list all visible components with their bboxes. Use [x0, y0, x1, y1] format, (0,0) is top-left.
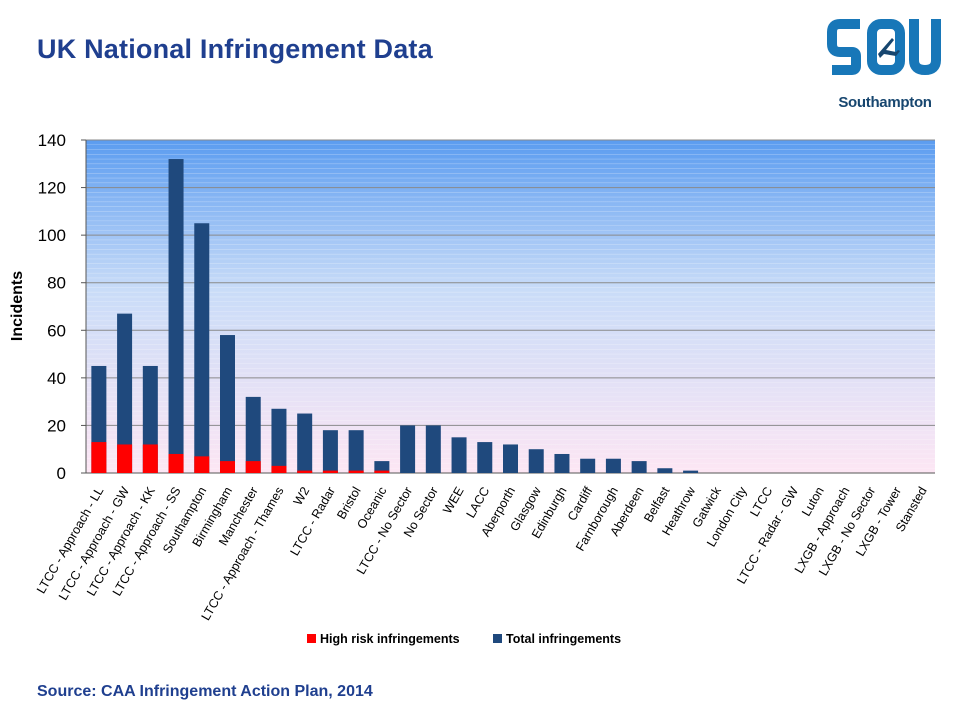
y-tick-label: 140	[38, 131, 66, 150]
chart-svg: 0 20 40 60 80 100 120 140 LTCC - Approach - LLL…	[9, 131, 935, 646]
y-tick-label: 60	[47, 321, 66, 340]
bar-total	[451, 437, 467, 473]
bar-high-risk	[322, 470, 338, 473]
bar-total	[503, 444, 518, 473]
y-tick-label: 120	[38, 179, 66, 198]
bar-total	[117, 313, 133, 473]
bar-high-risk	[271, 465, 287, 473]
source-note: Source: CAA Infringement Action Plan, 20…	[37, 683, 373, 700]
legend-label-high-risk: High risk infringements	[320, 632, 460, 646]
bars	[91, 159, 699, 473]
bar-total	[297, 413, 313, 473]
bar-total	[374, 461, 390, 473]
y-tick-label: 20	[47, 416, 66, 435]
bar-total	[683, 470, 699, 473]
bar-high-risk	[374, 470, 390, 473]
bar-high-risk	[348, 470, 364, 473]
bar-total	[580, 458, 596, 473]
legend-swatch-total	[493, 634, 502, 643]
bar-total	[168, 159, 184, 473]
y-tick-label: 0	[57, 464, 66, 483]
bar-total	[554, 453, 570, 473]
y-axis-label: Incidents	[9, 271, 26, 341]
bar-total	[194, 223, 210, 473]
bar-total	[400, 425, 416, 473]
bar-total	[220, 335, 235, 473]
bar-total	[477, 442, 493, 473]
bar-high-risk	[91, 442, 107, 473]
bar-high-risk	[297, 470, 313, 473]
bar-high-risk	[142, 444, 158, 473]
y-tick-label: 80	[47, 274, 66, 293]
y-tick-label: 40	[47, 369, 66, 388]
legend-label-total: Total infringements	[506, 632, 621, 646]
legend: High risk infringements Total infringemen…	[307, 632, 621, 646]
bar-total	[631, 461, 647, 473]
legend-swatch-high-risk	[307, 634, 316, 643]
bar-total	[425, 425, 441, 473]
bar-total	[657, 468, 673, 473]
bar-total	[605, 458, 621, 473]
sou-logo-mark	[827, 19, 941, 76]
x-tick-label: W2	[291, 484, 313, 507]
southampton-airport-logo: Southampton	[826, 14, 944, 120]
bar-high-risk	[117, 444, 133, 473]
bar-high-risk	[220, 461, 235, 473]
bar-total	[528, 449, 544, 473]
bar-high-risk	[168, 453, 184, 473]
y-tick-label: 100	[38, 226, 66, 245]
slide-title: UK National Infringement Data	[37, 34, 433, 64]
logo-name: Southampton	[838, 94, 932, 111]
bar-total	[348, 430, 364, 473]
x-tick-label: WEE	[440, 485, 466, 517]
y-axis-ticks: 0 20 40 60 80 100 120 140	[38, 131, 86, 483]
infringement-chart: 0 20 40 60 80 100 120 140 LTCC - Approach - LL L…	[0, 125, 960, 665]
bar-total	[271, 408, 287, 473]
bar-high-risk	[194, 456, 210, 473]
bar-total	[245, 396, 261, 473]
bar-high-risk	[245, 461, 261, 473]
bar-total	[322, 430, 338, 473]
